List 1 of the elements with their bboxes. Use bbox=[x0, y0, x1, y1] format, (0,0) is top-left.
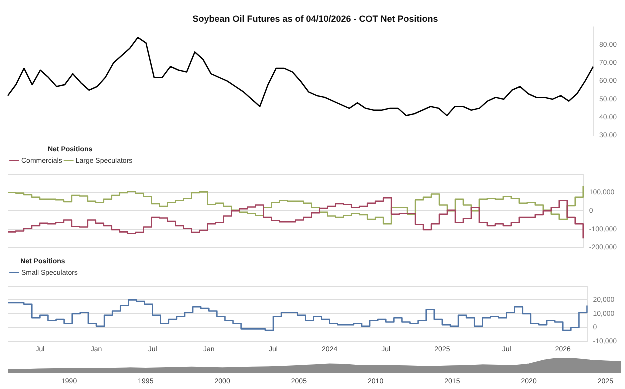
chart-title: Soybean Oil Futures as of 04/10/2026 - COT Net Positions bbox=[192, 14, 438, 24]
